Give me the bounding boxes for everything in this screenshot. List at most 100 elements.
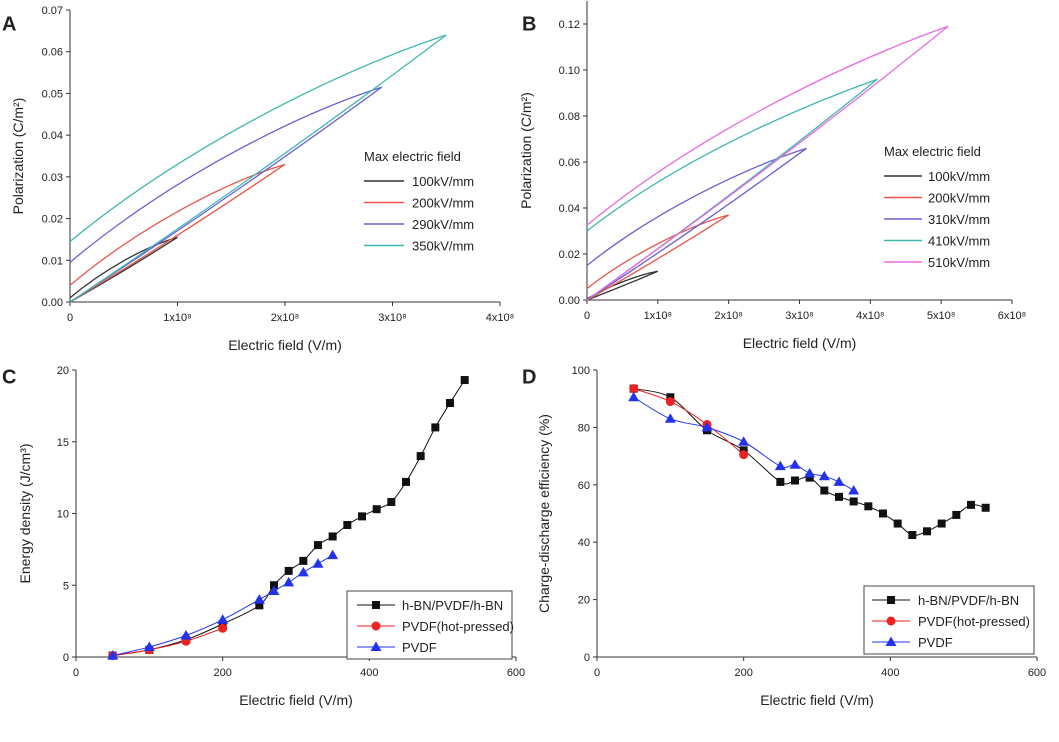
- point-square: [776, 477, 785, 486]
- series-line-PVDF: [633, 396, 854, 491]
- y-tick-label: 0.06: [42, 47, 63, 59]
- point-square: [937, 519, 946, 528]
- y-tick-label: 0.00: [42, 297, 63, 309]
- point-triangle: [833, 476, 845, 486]
- point-square: [981, 503, 990, 512]
- loop-100kV/mm: [69, 236, 178, 303]
- point-square: [358, 512, 366, 521]
- point-square: [284, 566, 293, 575]
- x-axis-label: Electric field (V/m): [743, 335, 857, 351]
- loop-510kV/mm: [586, 25, 949, 301]
- x-tick-label: 3x10⁸: [378, 312, 407, 324]
- loop-200kV/mm: [69, 163, 286, 303]
- y-tick-label: 0.03: [42, 172, 63, 184]
- loop-200kV/mm: [586, 214, 730, 301]
- y-tick-label: 0.04: [42, 130, 63, 142]
- legend-label: 100kV/mm: [412, 174, 474, 189]
- point-square: [416, 452, 425, 461]
- y-tick-label: 0.01: [42, 255, 63, 267]
- point-square: [805, 473, 814, 482]
- legend-marker: [886, 616, 896, 626]
- x-tick-label: 0: [73, 667, 79, 679]
- series-line-PVDF(hot-pressed): [633, 388, 744, 456]
- point-triangle: [107, 650, 119, 660]
- point-square: [967, 500, 975, 509]
- point-square: [952, 510, 961, 519]
- legend-label: 350kV/mm: [412, 239, 474, 254]
- legend-title: Max electric field: [364, 149, 461, 164]
- point-circle: [665, 397, 675, 407]
- panel-d: D 0 200 400 600 0 20 40 60 80 100 Electric field (V…: [522, 365, 1046, 708]
- point-square: [820, 486, 829, 495]
- x-tick-label: 0: [594, 667, 600, 679]
- point-square: [270, 581, 278, 590]
- y-tick-label: 0.12: [559, 19, 580, 31]
- point-square: [791, 476, 799, 485]
- point-triangle: [789, 459, 801, 469]
- y-tick-label: 0.05: [42, 88, 63, 100]
- panel-letter-a: A: [2, 14, 16, 36]
- y-tick-label: 0.04: [559, 203, 580, 215]
- y-tick-label: 10: [57, 509, 69, 521]
- x-tick-label: 200: [213, 667, 231, 679]
- point-triangle: [701, 421, 713, 432]
- point-triangle: [664, 413, 676, 423]
- point-triangle: [143, 641, 155, 651]
- legend-marker: [372, 601, 380, 609]
- legend-label: h-BN/PVDF/h-BN: [918, 593, 1019, 608]
- legend-label: h-BN/PVDF/h-BN: [402, 598, 503, 613]
- point-circle: [218, 623, 228, 633]
- x-tick-label: 1x10⁸: [644, 310, 673, 322]
- x-tick-label: 5x10⁸: [927, 310, 956, 322]
- y-tick-label: 5: [63, 580, 69, 592]
- y-tick-label: 20: [57, 365, 69, 377]
- point-square: [255, 601, 264, 610]
- point-triangle: [738, 436, 750, 446]
- x-tick-label: 600: [1028, 667, 1046, 679]
- x-tick-label: 600: [507, 667, 525, 679]
- x-tick-label: 3x10⁸: [785, 310, 814, 322]
- x-tick-label: 0: [584, 310, 590, 322]
- loop-410kV/mm: [586, 78, 878, 301]
- legend-label: PVDF(hot-pressed): [918, 614, 1030, 629]
- y-tick-label: 80: [578, 422, 590, 434]
- legend-label: 410kV/mm: [928, 234, 990, 249]
- point-triangle: [180, 629, 192, 640]
- panel-b: B 0 1x10⁸ 2x10⁸ 3x10⁸ 4x10⁸ 5x10⁸ 6x10⁸ 0.00 0.02…: [518, 1, 1026, 351]
- legend-marker: [887, 596, 895, 604]
- point-square: [431, 423, 440, 432]
- y-axis-label: Charge-discharge efficiency (%): [536, 414, 552, 613]
- point-triangle: [327, 549, 339, 560]
- loop-290kV/mm: [69, 86, 383, 303]
- point-triangle: [268, 585, 280, 595]
- x-tick-label: 400: [881, 667, 899, 679]
- y-tick-label: 20: [578, 595, 590, 607]
- point-square: [460, 376, 469, 385]
- y-tick-label: 60: [578, 480, 590, 492]
- series-line-PVDF: [112, 554, 333, 657]
- x-tick-label: 4x10⁸: [486, 312, 515, 324]
- series-line-PVDF(hot-pressed): [112, 627, 223, 657]
- point-square: [879, 509, 887, 518]
- point-triangle: [818, 470, 830, 481]
- point-square: [328, 532, 337, 541]
- legend-label: PVDF: [402, 640, 437, 655]
- y-tick-label: 0.02: [559, 249, 580, 261]
- legend-title: Max electric field: [884, 144, 981, 159]
- legend-label: 290kV/mm: [412, 217, 474, 232]
- y-tick-label: 0.10: [559, 65, 580, 77]
- y-axis-label: Energy density (J/cm³): [17, 443, 33, 583]
- panel-letter-c: C: [2, 367, 16, 389]
- x-axis-label: Electric field (V/m): [228, 337, 342, 353]
- panel-c: C 0 200 400 600 0 5 10 15 20 Electric field (V/m) E…: [2, 365, 525, 708]
- point-triangle: [283, 576, 295, 587]
- point-square: [372, 505, 381, 514]
- point-square: [835, 492, 843, 501]
- point-triangle: [848, 485, 860, 495]
- point-square: [343, 520, 352, 529]
- x-tick-label: 2x10⁸: [714, 310, 743, 322]
- point-triangle: [774, 460, 786, 471]
- legend-label: 310kV/mm: [928, 212, 990, 227]
- legend-marker: [885, 636, 897, 646]
